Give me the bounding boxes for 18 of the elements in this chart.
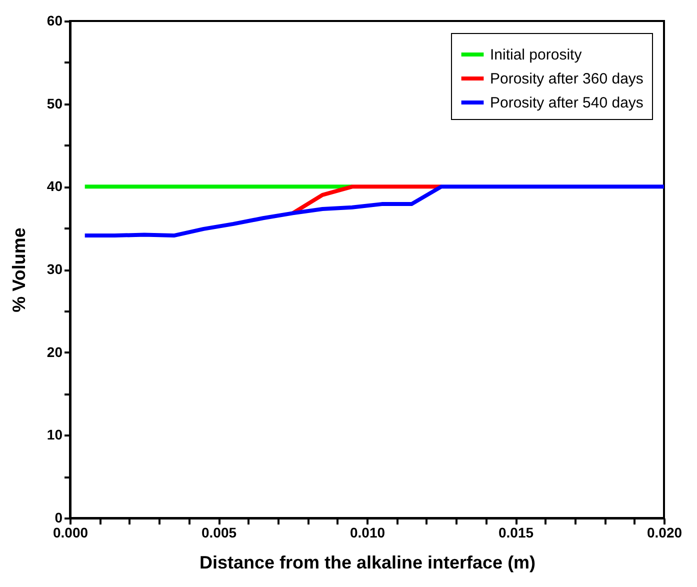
- y-tick-label: 30: [46, 261, 63, 277]
- x-tick-label: 0.005: [201, 524, 237, 540]
- legend-label: Porosity after 360 days: [490, 70, 644, 88]
- x-tick-label: 0.015: [498, 524, 534, 540]
- y-axis-title: % Volume: [8, 228, 29, 312]
- y-tick-label: 60: [46, 12, 63, 28]
- legend-label: Porosity after 540 days: [490, 94, 644, 112]
- y-tick-label: 20: [46, 344, 63, 360]
- y-tick-label: 50: [46, 95, 63, 112]
- x-tick-label: 0.000: [52, 524, 88, 540]
- x-tick-label: 0.020: [646, 524, 682, 540]
- line-series: [82, 184, 664, 238]
- y-tick-label: 10: [46, 426, 63, 443]
- legend-label: Initial porosity: [490, 46, 582, 64]
- y-tick-label: 40: [46, 178, 63, 194]
- y-tick-label: 0: [54, 510, 63, 526]
- x-axis-title: Distance from the alkaline interface (m): [199, 552, 536, 572]
- x-tick-label: 0.010: [350, 524, 386, 540]
